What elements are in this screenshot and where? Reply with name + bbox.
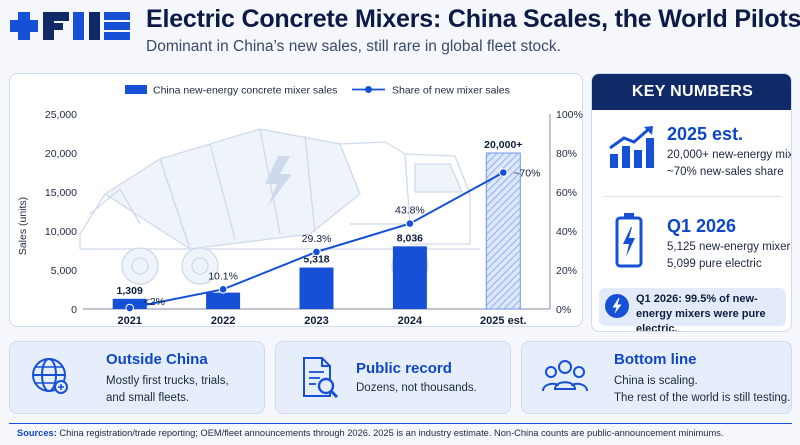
share-point	[499, 168, 508, 177]
legend-bar-label: China new-energy concrete mixer sales	[153, 85, 337, 97]
y2-tick-label: 60%	[556, 187, 577, 199]
y-tick-label: 15,000	[45, 187, 77, 199]
bar-2024	[392, 246, 427, 309]
lightning-badge	[605, 294, 629, 318]
key-item-1-line-1: 20,000+ new-energy mixers	[667, 149, 792, 161]
sources-divider	[9, 423, 792, 424]
callout-text: Q1 2026: 99.5% of new-energy mixers were…	[636, 293, 766, 332]
legend: China new-energy concrete mixer sales Sh…	[125, 85, 510, 97]
x-tick-label: 2024	[398, 315, 423, 327]
bar-2023	[299, 267, 334, 309]
chart-card: 0 5,000 10,000 15,000 20,000 25,000 0% 20% 40% 6…	[9, 73, 583, 327]
sources-label: Sources:	[17, 428, 57, 438]
key-item-2-line-1: 5,125 new-energy mixers	[667, 241, 792, 253]
document-search-icon	[303, 357, 339, 399]
x-tick-label: 2023	[304, 315, 328, 327]
panel-bottom-line: Bottom line China is scaling. The rest o…	[521, 341, 792, 414]
growth-chart-icon	[609, 126, 654, 168]
panel-1-line-2: and small fleets.	[106, 392, 190, 404]
panel-outside-china: Outside China Mostly first trucks, trial…	[9, 341, 265, 414]
share-labels: <2% 10.1% 29.3% 43.8% ~70%	[144, 168, 541, 309]
fii-logo	[10, 12, 130, 40]
bar-value-label: 20,000+	[484, 139, 522, 151]
panel-1-title: Outside China	[106, 351, 208, 368]
lightning-icon	[265, 156, 292, 206]
legend-line-marker	[365, 86, 372, 93]
key-item-2-line-2: 5,099 pure electric	[667, 258, 762, 270]
key-item-1-big: 2025 est.	[667, 124, 744, 144]
x-tick-labels: 2021 2022 2023 2024 2025 est.	[117, 315, 526, 327]
y-tick-label: 0	[71, 304, 77, 316]
y-tick-label: 10,000	[45, 226, 77, 238]
share-point	[405, 219, 415, 228]
share-value-label: 10.1%	[208, 270, 238, 282]
panel-3-line-2: The rest of the world is still testing.	[614, 392, 791, 404]
left-ticks: 0 5,000 10,000 15,000 20,000 25,000	[45, 109, 77, 316]
page-subtitle: Dominant in China’s new sales, still rar…	[146, 38, 561, 55]
sources-text: China registration/trade reporting; OEM/…	[59, 428, 724, 438]
key-divider	[604, 196, 781, 197]
legend-line-label: Share of new mixer sales	[392, 85, 510, 97]
mixer-truck-illustration	[79, 128, 480, 285]
x-tick-label: 2022	[211, 315, 235, 327]
panel-1-line-1: Mostly first trucks, trials,	[106, 375, 229, 387]
globe-icon	[32, 358, 68, 394]
panel-3-line-1: China is scaling.	[614, 375, 698, 387]
bar-labels: 1,309 5,318 8,036 20,000+	[117, 139, 523, 297]
key-item-2-big: Q1 2026	[667, 216, 737, 236]
key-numbers-heading: KEY NUMBERS	[592, 74, 791, 110]
y2-tick-label: 100%	[556, 109, 583, 121]
panel-2-title: Public record	[356, 360, 452, 377]
y-tick-label: 20,000	[45, 148, 77, 160]
bar-2022	[206, 292, 241, 309]
people-group-icon	[542, 360, 588, 392]
share-value-label: 43.8%	[395, 205, 425, 217]
key-callout: Q1 2026: 99.5% of new-energy mixers were…	[599, 288, 786, 331]
y2-tick-label: 40%	[556, 226, 577, 238]
panel-3-title: Bottom line	[614, 351, 697, 368]
share-value-label: <2%	[144, 296, 165, 308]
y-axis-label: Sales (units)	[17, 197, 29, 255]
panel-2-line-1: Dozens, not thousands.	[356, 382, 477, 394]
battery-icon	[615, 213, 643, 268]
lightning-icon	[612, 298, 622, 314]
y2-tick-label: 20%	[556, 265, 577, 277]
y2-tick-label: 80%	[556, 148, 577, 160]
share-points	[125, 168, 508, 313]
share-value-label: 29.3%	[302, 233, 332, 245]
y2-tick-label: 0%	[556, 304, 571, 316]
y-tick-label: 25,000	[45, 109, 77, 121]
share-point	[312, 247, 321, 257]
legend-bar-swatch	[125, 85, 147, 94]
share-point	[218, 285, 228, 294]
share-point	[125, 303, 134, 313]
bar-value-label: 5,318	[303, 254, 329, 266]
page-title: Electric Concrete Mixers: China Scales, …	[146, 5, 800, 33]
key-item-1-line-2: ~70% new-sales share	[667, 166, 784, 178]
bar-value-label: 8,036	[397, 232, 423, 244]
x-tick-label: 2025 est.	[480, 315, 526, 327]
x-tick-label: 2021	[117, 315, 141, 327]
sources-footnote: Sources: China registration/trade report…	[17, 428, 723, 438]
bar-value-label: 1,309	[117, 285, 143, 297]
y-tick-label: 5,000	[51, 265, 77, 277]
panel-public-record: Public record Dozens, not thousands.	[275, 341, 511, 414]
right-ticks: 0% 20% 40% 60% 80% 100%	[556, 109, 583, 316]
sales-share-chart: 0 5,000 10,000 15,000 20,000 25,000 0% 20% 40% 6…	[17, 85, 583, 328]
share-value-label: ~70%	[513, 168, 540, 180]
key-numbers-card: KEY NUMBERS 2025 est. 20,000+ new-energy…	[591, 73, 792, 332]
header: Electric Concrete Mixers: China Scales, …	[0, 0, 800, 68]
